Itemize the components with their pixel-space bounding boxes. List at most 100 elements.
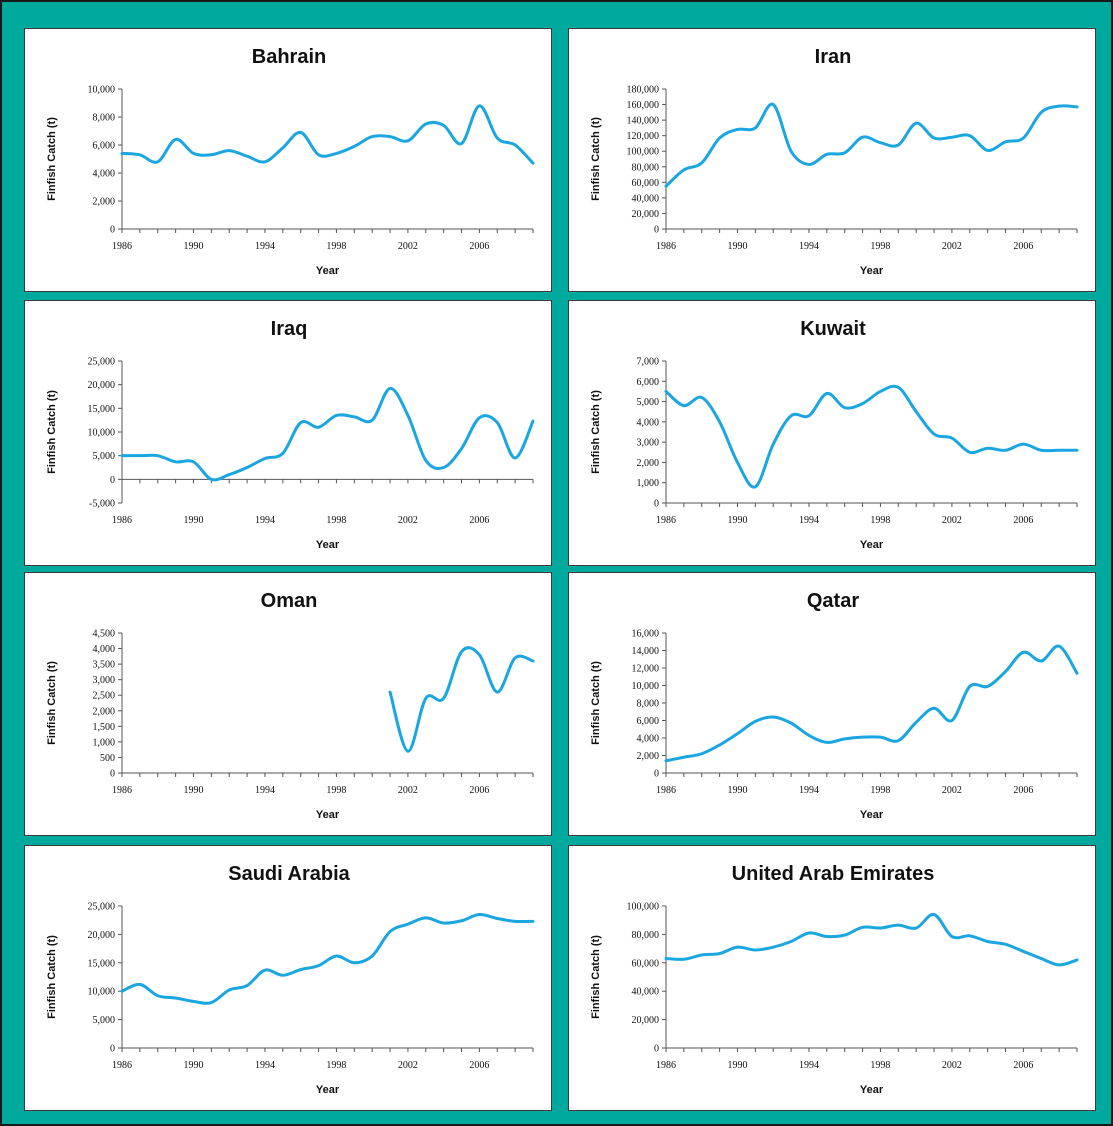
chart-title: Iran xyxy=(815,46,852,68)
y-tick-label: 60,000 xyxy=(632,958,660,969)
x-tick-label: 1990 xyxy=(727,1060,747,1071)
x-tick-label: 1994 xyxy=(255,1060,275,1071)
series-line-oman xyxy=(388,646,535,753)
chart-title: Qatar xyxy=(807,590,859,612)
x-tick-label: 1994 xyxy=(255,785,275,796)
y-tick-label: 7,000 xyxy=(637,357,660,368)
y-tick-label: 25,000 xyxy=(88,357,116,368)
x-tick-label: 2002 xyxy=(398,1060,418,1071)
y-tick-label: 10,000 xyxy=(632,681,660,692)
y-tick-label: 60,000 xyxy=(632,178,660,189)
x-tick-label: 2006 xyxy=(1013,515,1033,526)
y-tick-label: 12,000 xyxy=(632,664,660,675)
x-tick-label: 2002 xyxy=(398,785,418,796)
x-tick-label: 1998 xyxy=(326,241,346,252)
y-tick-label: 160,000 xyxy=(627,100,660,111)
x-tick-label: 1986 xyxy=(656,1060,676,1071)
x-tick-label: 1994 xyxy=(255,241,275,252)
x-tick-label: 1986 xyxy=(656,241,676,252)
x-tick-label: 1990 xyxy=(183,1060,203,1071)
x-axis-label: Year xyxy=(316,1084,340,1096)
x-axis-label: Year xyxy=(860,809,884,821)
x-tick-label: 1986 xyxy=(112,515,132,526)
x-tick-label: 1986 xyxy=(112,241,132,252)
chart-panel-united-arab-emirates: United Arab Emirates 0 20,000 40,000 60,000 8… xyxy=(568,845,1096,1111)
y-tick-label: 20,000 xyxy=(632,209,660,220)
y-tick-label: 180,000 xyxy=(627,85,660,96)
y-tick-label: 0 xyxy=(110,769,115,780)
y-tick-label: 100,000 xyxy=(627,902,660,913)
y-tick-label: 1,500 xyxy=(93,722,116,733)
x-tick-label: 2006 xyxy=(469,1060,489,1071)
x-axis-label: Year xyxy=(860,265,884,277)
y-tick-label: 100,000 xyxy=(627,147,660,158)
series-line-united-arab-emirates xyxy=(664,913,1079,967)
x-tick-label: 1998 xyxy=(326,785,346,796)
y-tick-label: 1,000 xyxy=(93,737,116,748)
x-tick-label: 2002 xyxy=(942,241,962,252)
chart-bahrain: Bahrain 0 2,000 4,000 6,000 8,000 10,000 1986 19… xyxy=(46,46,535,277)
x-tick-label: 2002 xyxy=(942,515,962,526)
x-tick-label: 2002 xyxy=(942,1060,962,1071)
y-tick-label: 2,000 xyxy=(93,706,116,717)
series-line-kuwait xyxy=(664,384,1079,489)
y-tick-label: 6,000 xyxy=(93,141,116,152)
y-tick-label: 5,000 xyxy=(93,1015,116,1026)
y-tick-label: 10,000 xyxy=(88,85,116,96)
y-tick-label: 0 xyxy=(654,499,659,510)
series-line-iran xyxy=(664,102,1079,188)
y-axis-label: Finfish Catch (t) xyxy=(46,390,58,474)
y-tick-label: 20,000 xyxy=(88,930,116,941)
x-tick-label: 1994 xyxy=(799,785,819,796)
x-tick-label: 1990 xyxy=(727,785,747,796)
chart-title: Saudi Arabia xyxy=(228,863,350,885)
chart-title: Iraq xyxy=(271,318,308,340)
y-tick-label: 14,000 xyxy=(632,646,660,657)
chart-title: Bahrain xyxy=(252,46,326,68)
x-tick-label: 1990 xyxy=(183,241,203,252)
chart-panel-bahrain: Bahrain 0 2,000 4,000 6,000 8,000 10,000 1986 19… xyxy=(24,28,552,292)
x-tick-label: 1986 xyxy=(656,785,676,796)
chart-panel-kuwait: Kuwait 0 1,000 2,000 3,000 4,000 5,000 6,000 7,0… xyxy=(568,300,1096,566)
y-tick-label: 8,000 xyxy=(637,699,660,710)
chart-iran: Iran 0 20,000 40,000 60,000 80,000 100,000 120,… xyxy=(590,46,1079,277)
x-axis-label: Year xyxy=(316,265,340,277)
y-tick-label: 80,000 xyxy=(632,162,660,173)
x-tick-label: 2006 xyxy=(469,241,489,252)
y-tick-label: 500 xyxy=(100,753,115,764)
y-tick-label: 4,000 xyxy=(637,417,660,428)
x-axis-label: Year xyxy=(860,1084,884,1096)
y-tick-label: 2,000 xyxy=(637,751,660,762)
chart-title: United Arab Emirates xyxy=(732,863,935,885)
y-tick-label: 3,000 xyxy=(637,438,660,449)
y-tick-label: 2,000 xyxy=(93,197,116,208)
y-tick-label: 0 xyxy=(110,1044,115,1055)
y-tick-label: 2,000 xyxy=(637,458,660,469)
x-tick-label: 1998 xyxy=(326,1060,346,1071)
y-tick-label: 25,000 xyxy=(88,902,116,913)
chart-united-arab-emirates: United Arab Emirates 0 20,000 40,000 60,000 8… xyxy=(590,863,1079,1096)
y-tick-label: 40,000 xyxy=(632,193,660,204)
x-axis-label: Year xyxy=(860,539,884,551)
y-tick-label: 140,000 xyxy=(627,116,660,127)
y-tick-label: 4,000 xyxy=(93,169,116,180)
y-tick-label: 4,000 xyxy=(93,644,116,655)
y-tick-label: 6,000 xyxy=(637,377,660,388)
series-line-saudi-arabia xyxy=(120,913,535,1005)
x-tick-label: 1994 xyxy=(255,515,275,526)
chart-panel-oman: Oman 0 500 1,000 1,500 2,000 2,500 3,000 3,500 4,… xyxy=(24,572,552,836)
x-tick-label: 2002 xyxy=(942,785,962,796)
chart-saudi-arabia: Saudi Arabia 0 5,000 10,000 15,000 20,000 25,0… xyxy=(46,863,535,1096)
y-tick-label: 10,000 xyxy=(88,428,116,439)
x-tick-label: 1986 xyxy=(656,515,676,526)
x-tick-label: 2006 xyxy=(1013,1060,1033,1071)
chart-iraq: Iraq -5,000 0 5,000 10,000 15,000 20,000 25,000… xyxy=(46,318,535,551)
y-tick-label: 20,000 xyxy=(632,1015,660,1026)
y-tick-label: 0 xyxy=(654,769,659,780)
y-tick-label: 4,500 xyxy=(93,629,116,640)
x-axis-label: Year xyxy=(316,809,340,821)
chart-title: Kuwait xyxy=(800,318,866,340)
x-tick-label: 1998 xyxy=(870,1060,890,1071)
x-axis-label: Year xyxy=(316,539,340,551)
